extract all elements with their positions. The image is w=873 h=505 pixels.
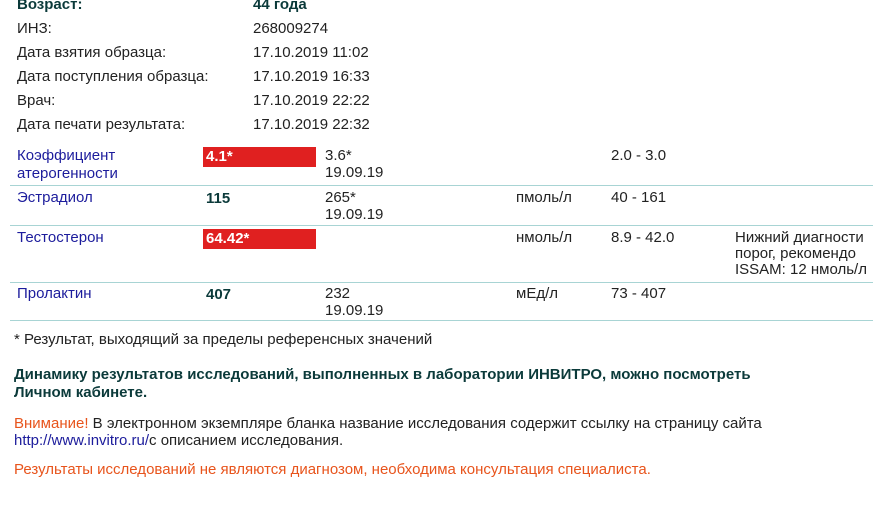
- previous-value: 232: [325, 285, 351, 302]
- test-name: Тестостерон: [17, 229, 104, 246]
- unit: мЕд/л: [516, 285, 558, 302]
- footnote: * Результат, выходящий за пределы рефере…: [14, 331, 433, 348]
- notice-bold: Динамику результатов исследований, выпол…: [14, 366, 751, 383]
- patient-label: Врач:: [17, 92, 56, 109]
- warning-label: Внимание!: [14, 415, 89, 432]
- unit: нмоль/л: [516, 229, 573, 246]
- row-separator: [10, 282, 873, 283]
- patient-value: 17.10.2019 22:22: [253, 92, 370, 109]
- row-separator: [10, 225, 873, 226]
- link-suffix: с описанием исследования.: [149, 432, 344, 449]
- patient-value: 44 года: [253, 0, 307, 13]
- warning-line: Внимание! В электронном экземпляре бланк…: [14, 415, 762, 433]
- comment: ISSAM: 12 нмоль/л: [735, 261, 867, 278]
- reference-range: 8.9 - 42.0: [611, 229, 675, 246]
- notice-bold: Личном кабинете.: [14, 384, 148, 401]
- previous-date: 19.09.19: [325, 302, 384, 319]
- previous-date: 19.09.19: [325, 206, 384, 223]
- link-line: http://www.invitro.ru/с описанием исслед…: [14, 432, 343, 450]
- test-name: Пролактин: [17, 285, 92, 302]
- unit: пмоль/л: [516, 189, 572, 206]
- patient-label: Дата взятия образца:: [17, 44, 167, 61]
- result-box: 4.1*: [203, 147, 316, 167]
- patient-label: Дата печати результата:: [17, 116, 186, 133]
- previous-value: 3.6*: [325, 147, 352, 164]
- result-value: 115: [206, 190, 231, 207]
- patient-label: ИНЗ:: [17, 20, 52, 37]
- comment: порог, рекомендо: [735, 245, 856, 262]
- result-box: 64.42*: [203, 229, 316, 249]
- previous-value: 265*: [325, 189, 356, 206]
- row-separator: [10, 320, 873, 321]
- row-separator: [10, 185, 873, 186]
- patient-value: 268009274: [253, 20, 329, 37]
- patient-value: 17.10.2019 16:33: [253, 68, 370, 85]
- reference-range: 40 - 161: [611, 189, 667, 206]
- patient-value: 17.10.2019 11:02: [253, 44, 369, 61]
- patient-value: 17.10.2019 22:32: [253, 116, 370, 133]
- patient-label: Возраст:: [17, 0, 83, 13]
- reference-range: 73 - 407: [611, 285, 667, 302]
- warning-text: В электронном экземпляре бланка название…: [92, 415, 762, 432]
- test-name: Коэффициент атерогенности: [17, 147, 118, 182]
- previous-date: 19.09.19: [325, 164, 384, 181]
- test-name: Эстрадиол: [17, 189, 93, 206]
- site-link[interactable]: http://www.invitro.ru/: [14, 432, 150, 449]
- disclaimer: Результаты исследований не являются диаг…: [14, 461, 651, 478]
- comment: Нижний диагности: [735, 229, 864, 246]
- result-value: 407: [206, 286, 232, 303]
- patient-label: Дата поступления образца:: [17, 68, 209, 85]
- reference-range: 2.0 - 3.0: [611, 147, 667, 164]
